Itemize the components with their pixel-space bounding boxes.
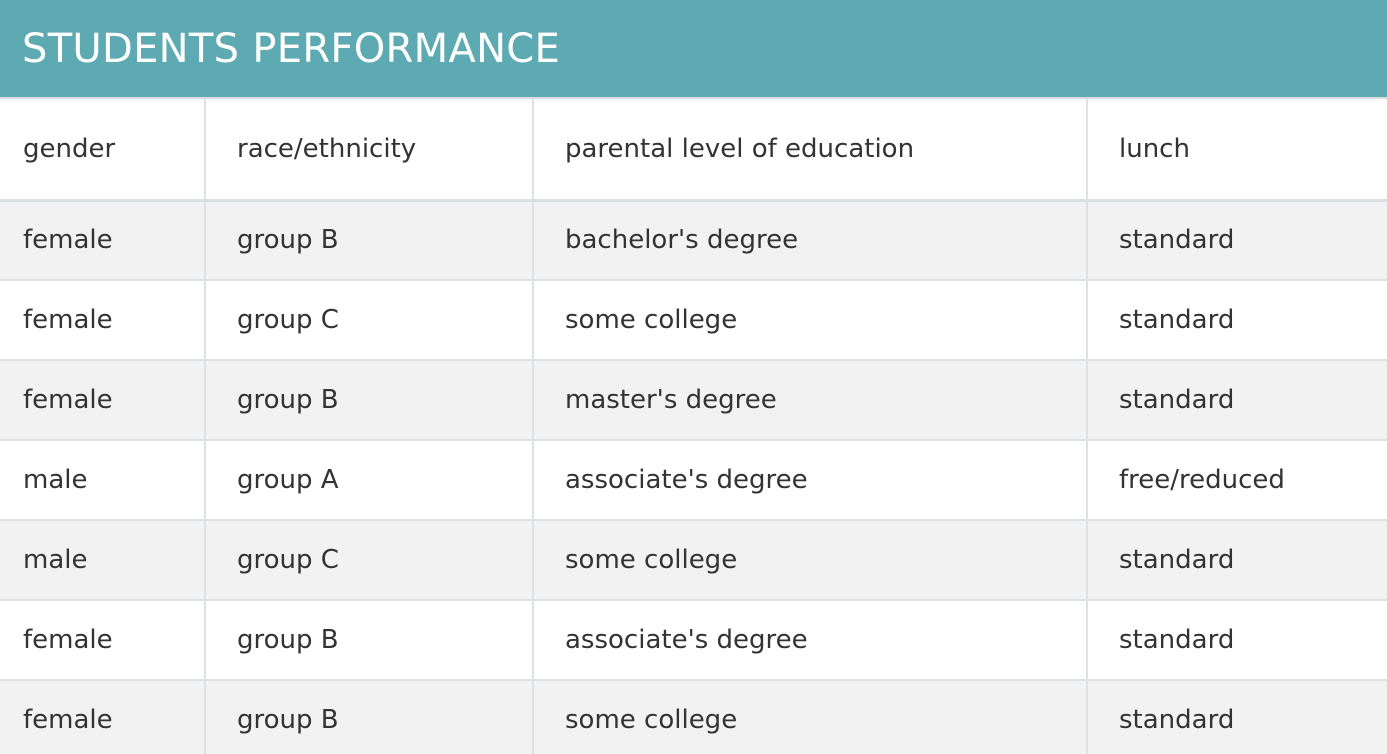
cell-lunch: standard (1087, 200, 1387, 281)
column-header-gender[interactable]: gender (0, 99, 206, 202)
cell-parental-education: some college (533, 280, 1088, 361)
cell-gender: female (0, 280, 206, 361)
cell-gender: female (0, 360, 206, 441)
cell-gender: male (0, 520, 206, 601)
cell-gender: male (0, 440, 206, 521)
cell-lunch: standard (1087, 280, 1387, 361)
cell-parental-education: some college (533, 520, 1088, 601)
column-header-parental-education[interactable]: parental level of education (533, 99, 1088, 202)
table-row[interactable]: male group A associate's degree free/red… (0, 440, 1387, 521)
cell-lunch: standard (1087, 520, 1387, 601)
cell-parental-education: master's degree (533, 360, 1088, 441)
students-table: gender race/ethnicity parental level of … (0, 99, 1387, 754)
cell-parental-education: associate's degree (533, 600, 1088, 681)
cell-lunch: free/reduced (1087, 440, 1387, 521)
cell-race-ethnicity: group B (205, 360, 534, 441)
cell-parental-education: some college (533, 680, 1088, 754)
cell-race-ethnicity: group B (205, 200, 534, 281)
page-title: STUDENTS PERFORMANCE (22, 25, 561, 72)
table-row[interactable]: female group C some college standard (0, 280, 1387, 361)
cell-gender: female (0, 680, 206, 754)
header-row: gender race/ethnicity parental level of … (0, 99, 1387, 202)
cell-race-ethnicity: group B (205, 680, 534, 754)
table-row[interactable]: female group B master's degree standard (0, 360, 1387, 441)
cell-race-ethnicity: group C (205, 520, 534, 601)
cell-parental-education: bachelor's degree (533, 200, 1088, 281)
cell-gender: female (0, 600, 206, 681)
cell-gender: female (0, 200, 206, 281)
table-header: gender race/ethnicity parental level of … (0, 99, 1387, 202)
column-header-lunch[interactable]: lunch (1087, 99, 1387, 202)
table-row[interactable]: female group B bachelor's degree standar… (0, 200, 1387, 281)
column-header-race-ethnicity[interactable]: race/ethnicity (205, 99, 534, 202)
cell-lunch: standard (1087, 360, 1387, 441)
cell-lunch: standard (1087, 680, 1387, 754)
cell-race-ethnicity: group C (205, 280, 534, 361)
title-bar: STUDENTS PERFORMANCE (0, 0, 1387, 99)
cell-race-ethnicity: group A (205, 440, 534, 521)
table-body: female group B bachelor's degree standar… (0, 200, 1387, 754)
cell-lunch: standard (1087, 600, 1387, 681)
table-row[interactable]: male group C some college standard (0, 520, 1387, 601)
cell-parental-education: associate's degree (533, 440, 1088, 521)
table-row[interactable]: female group B associate's degree standa… (0, 600, 1387, 681)
table-row[interactable]: female group B some college standard (0, 680, 1387, 754)
cell-race-ethnicity: group B (205, 600, 534, 681)
